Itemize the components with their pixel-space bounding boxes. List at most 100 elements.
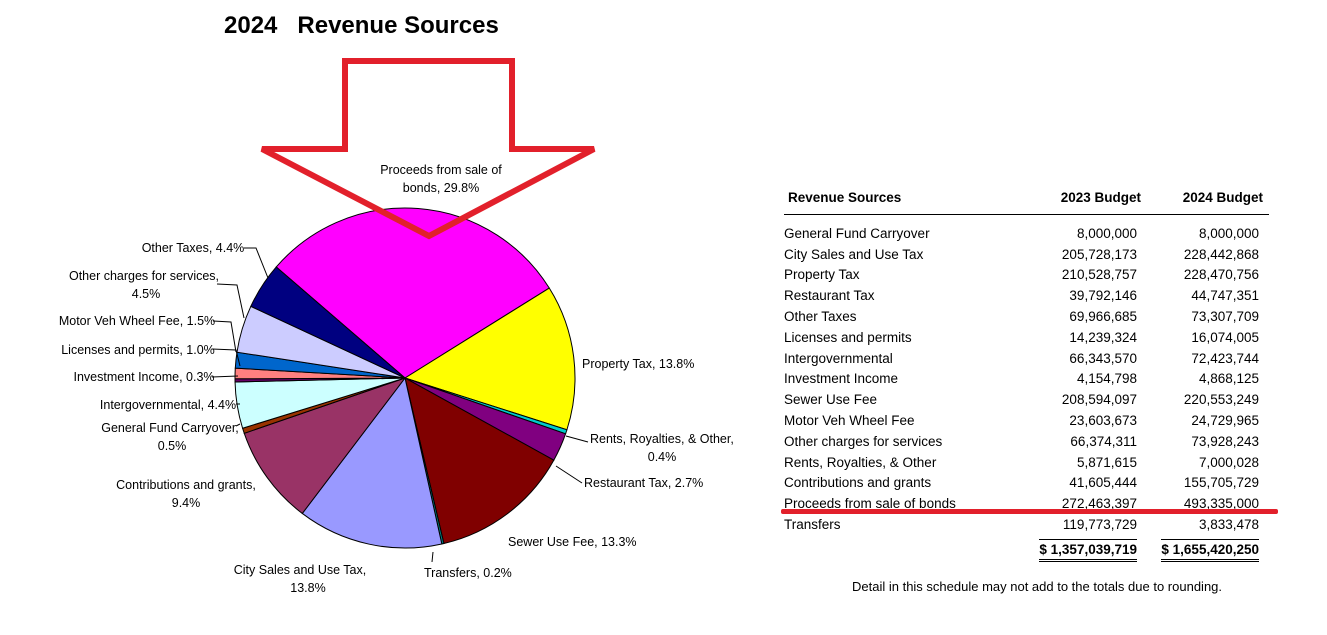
pie-chart: Proceeds from sale of bonds, 29.8% Propert… xyxy=(59,58,734,595)
row-source: Intergovernmental xyxy=(784,350,893,366)
row-2023-value: 205,728,173 xyxy=(1061,246,1137,262)
row-2024-value: 228,442,868 xyxy=(1183,246,1259,262)
header-2023-budget: 2023 Budget xyxy=(1060,190,1141,205)
row-2023-value: 5,871,615 xyxy=(1076,454,1137,470)
row-source: Motor Veh Wheel Fee xyxy=(784,413,915,429)
table-row: Motor Veh Wheel Fee 23,603,673 24,729,965 xyxy=(784,410,1269,431)
row-source: Property Tax xyxy=(784,267,860,283)
slice-label: Other Taxes, 4.4% xyxy=(142,241,245,255)
leader-line xyxy=(555,465,583,484)
table-row: Other charges for services 66,374,311 73,9… xyxy=(784,431,1269,452)
table-row: Licenses and permits 14,239,324 16,074,005 xyxy=(784,327,1269,348)
slice-label-value: 0.4% xyxy=(648,450,677,464)
leader-line xyxy=(211,375,239,378)
table-row: City Sales and Use Tax 205,728,173 228,442… xyxy=(784,244,1269,265)
slice-label: Other charges for services, xyxy=(69,269,219,283)
slice-label: Intergovernmental, 4.4% xyxy=(100,398,236,412)
row-2023-value: 41,605,444 xyxy=(1069,475,1137,491)
row-2023-value: 23,603,673 xyxy=(1069,413,1137,429)
slice-label: Investment Income, 0.3% xyxy=(73,370,214,384)
row-2024-value: 44,747,351 xyxy=(1191,288,1259,304)
table-total-row: $ 1,357,039,719 $ 1,655,420,250 xyxy=(784,538,1269,563)
arrow-annotation xyxy=(260,58,596,240)
row-source: Contributions and grants xyxy=(784,475,932,491)
row-2024-value: 72,423,744 xyxy=(1191,350,1259,366)
row-2023-value: 210,528,757 xyxy=(1061,267,1137,283)
slice-label: Motor Veh Wheel Fee, 1.5% xyxy=(59,314,215,328)
row-2024-value: 3,833,478 xyxy=(1198,517,1259,533)
slice-label: Proceeds from sale of xyxy=(380,163,502,177)
slice-label: Restaurant Tax, 2.7% xyxy=(584,476,703,490)
slice-label: Licenses and permits, 1.0% xyxy=(61,343,215,357)
row-2024-value: 8,000,000 xyxy=(1198,225,1259,241)
row-source: Other charges for services xyxy=(784,433,943,449)
leader-line xyxy=(244,247,269,279)
row-2023-value: 66,343,570 xyxy=(1069,350,1137,366)
row-2024-value: 73,928,243 xyxy=(1191,433,1259,449)
header-revenue-sources: Revenue Sources xyxy=(788,190,902,205)
row-2024-value: 16,074,005 xyxy=(1191,329,1259,345)
row-source: Licenses and permits xyxy=(784,329,912,345)
row-source: Transfers xyxy=(784,517,841,533)
slice-label-value: 0.5% xyxy=(158,439,187,453)
row-2024-value: 220,553,249 xyxy=(1183,392,1259,408)
row-2024-value: 228,470,756 xyxy=(1183,267,1259,283)
highlight-underline xyxy=(781,509,1278,514)
table-row: Proceeds from sale of bonds 272,463,397 49… xyxy=(784,493,1269,514)
table-row: Transfers 119,773,729 3,833,478 xyxy=(784,514,1269,535)
table-header: Revenue Sources 2023 Budget 2024 Budget xyxy=(784,190,1269,215)
table-row: Property Tax 210,528,757 228,470,756 xyxy=(784,265,1269,286)
table-row: Investment Income 4,154,798 4,868,125 xyxy=(784,369,1269,390)
header-2024-budget: 2024 Budget xyxy=(1182,190,1263,205)
leader-line xyxy=(431,551,434,563)
table-row: Other Taxes 69,966,685 73,307,709 xyxy=(784,306,1269,327)
slice-label-value: 4.5% xyxy=(132,287,161,301)
table-row: Rents, Royalties, & Other 5,871,615 7,000,… xyxy=(784,452,1269,473)
row-2023-value: 69,966,685 xyxy=(1069,309,1137,325)
row-source: Restaurant Tax xyxy=(784,288,875,304)
row-2023-value: 39,792,146 xyxy=(1069,288,1137,304)
pie-slice-sewer-use-fee xyxy=(404,377,555,545)
table-row: General Fund Carryover 8,000,000 8,000,000 xyxy=(784,223,1269,244)
pie-slice-other-taxes xyxy=(250,266,406,379)
slice-label: General Fund Carryover, xyxy=(101,421,239,435)
leader-line xyxy=(565,435,589,443)
slice-label: Contributions and grants, xyxy=(116,478,256,492)
row-2023-value: 208,594,097 xyxy=(1061,392,1137,408)
table-row: Restaurant Tax 39,792,146 44,747,351 xyxy=(784,285,1269,306)
row-2024-value: 73,307,709 xyxy=(1191,309,1259,325)
row-2023-value: 272,463,397 xyxy=(1061,496,1137,512)
row-2024-value: 155,705,729 xyxy=(1183,475,1259,491)
slice-label-value: bonds, 29.8% xyxy=(403,181,479,195)
table-body: General Fund Carryover 8,000,000 8,000,000… xyxy=(784,223,1269,535)
pie-slice-city-sales-and-use-tax xyxy=(301,376,443,549)
slice-label: Property Tax, 13.8% xyxy=(582,357,694,371)
leader-line xyxy=(212,320,237,353)
slice-label: Sewer Use Fee, 13.3% xyxy=(508,535,637,549)
row-2024-value: 493,335,000 xyxy=(1183,496,1259,512)
row-source: Rents, Royalties, & Other xyxy=(784,454,937,470)
table-row: Contributions and grants 41,605,444 155,70… xyxy=(784,473,1269,494)
leader-line xyxy=(216,283,245,319)
row-2024-value: 7,000,028 xyxy=(1198,454,1259,470)
row-source: Sewer Use Fee xyxy=(784,392,878,408)
row-2023-value: 8,000,000 xyxy=(1076,225,1137,241)
row-source: Proceeds from sale of bonds xyxy=(784,496,956,512)
table-row: Intergovernmental 66,343,570 72,423,744 xyxy=(784,348,1269,369)
row-2023-value: 119,773,729 xyxy=(1062,517,1137,533)
row-source: General Fund Carryover xyxy=(784,225,930,241)
chart-title: 2024 Revenue Sources xyxy=(224,12,499,39)
row-2024-value: 4,868,125 xyxy=(1198,371,1259,387)
slice-label-value: 13.8% xyxy=(290,581,325,595)
revenue-table: Revenue Sources 2023 Budget 2024 Budget … xyxy=(784,190,1269,563)
slice-label: Rents, Royalties, & Other, xyxy=(590,432,734,446)
row-2023-value: 14,239,324 xyxy=(1069,329,1137,345)
total-2024: $ 1,655,420,250 xyxy=(1161,539,1259,563)
total-2023: $ 1,357,039,719 xyxy=(1039,539,1137,563)
row-source: City Sales and Use Tax xyxy=(784,246,924,262)
pie-slice-proceeds-from-sale-of-bonds xyxy=(275,207,550,379)
row-source: Investment Income xyxy=(784,371,899,387)
slice-label-value: 9.4% xyxy=(172,496,201,510)
slice-label: City Sales and Use Tax, xyxy=(234,563,366,577)
row-source: Other Taxes xyxy=(784,309,857,325)
